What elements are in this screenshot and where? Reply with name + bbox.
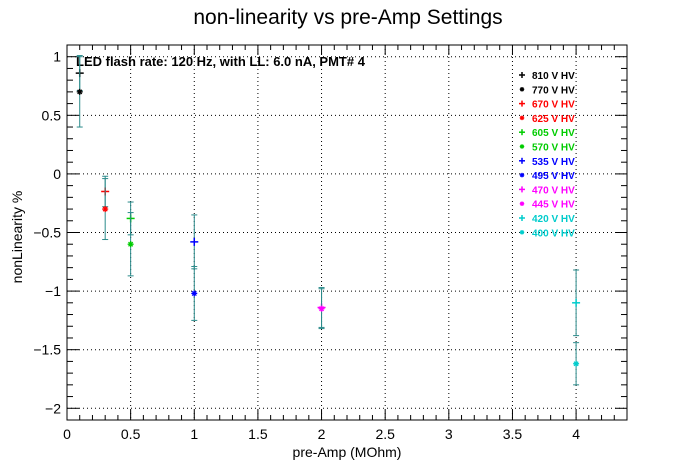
legend-entry: 670 V HV	[519, 100, 575, 111]
legend-marker	[519, 87, 525, 92]
x-tick-label: 4	[572, 426, 580, 442]
legend-marker	[519, 144, 525, 149]
legend-entry: 445 V HV	[519, 200, 575, 211]
legend-label: 570 V HV	[532, 143, 575, 154]
legend-label: 770 V HV	[532, 85, 575, 96]
y-tick-label: 0.5	[42, 107, 62, 123]
data-points	[75, 55, 581, 386]
legend-label: 535 V HV	[532, 157, 575, 168]
legend-entry: 470 V HV	[519, 185, 575, 196]
y-axis-label: nonLinearity %	[9, 191, 25, 284]
data-point	[76, 56, 83, 128]
legend-marker	[519, 100, 525, 107]
legend-label: 445 V HV	[532, 200, 575, 211]
legend-entry: 420 V HV	[519, 214, 575, 225]
legend-marker	[519, 230, 525, 235]
x-axis-label: pre-Amp (MOhm)	[293, 444, 402, 460]
data-point	[191, 265, 198, 321]
x-tick-label: 2	[318, 426, 326, 442]
legend-entry: 570 V HV	[519, 143, 575, 154]
y-tick-label: 0	[53, 166, 61, 182]
grid	[66, 45, 627, 420]
x-tick-label: 2.5	[375, 426, 395, 442]
legend-entry: 605 V HV	[519, 128, 575, 139]
y-tick-label: 1	[53, 49, 61, 65]
legend-entry: 770 V HV	[519, 85, 575, 96]
y-tick-label: −1.5	[33, 342, 61, 358]
legend-marker	[519, 201, 525, 206]
legend-marker	[519, 215, 525, 221]
legend-marker	[519, 129, 525, 136]
data-point	[190, 214, 199, 270]
chart-annotation: LED flash rate: 120 Hz, with LL: 6.0 nA,…	[76, 54, 366, 69]
x-tick-label: 3.5	[503, 426, 523, 442]
data-point	[572, 269, 581, 337]
legend-marker	[519, 157, 525, 164]
x-tick-label: 3	[445, 426, 453, 442]
x-tick-label: 1.5	[248, 426, 268, 442]
legend-label: 495 V HV	[532, 171, 575, 182]
legend-label: 810 V HV	[532, 71, 575, 82]
legend-entry: 495 V HV	[519, 171, 575, 182]
legend-marker	[519, 115, 525, 121]
x-tick-label: 0.5	[121, 426, 141, 442]
chart-title: non-linearity vs pre-Amp Settings	[193, 6, 502, 29]
y-tick-label: −0.5	[33, 225, 61, 241]
legend-label: 400 V HV	[532, 228, 575, 239]
legend-label: 625 V HV	[532, 114, 575, 125]
legend-marker	[519, 172, 525, 178]
legend-label: 470 V HV	[532, 185, 575, 196]
legend-entry: 625 V HV	[519, 114, 575, 125]
x-tick-label: 1	[190, 426, 198, 442]
data-point	[573, 342, 580, 386]
data-point	[102, 178, 109, 241]
data-point	[127, 212, 134, 277]
legend-label: 605 V HV	[532, 128, 575, 139]
legend-marker	[519, 72, 525, 78]
legend-label: 670 V HV	[532, 100, 575, 111]
y-tick-labels: 1 0.5 0 −0.5 −1 −1.5 −2	[33, 49, 61, 417]
legend-label: 420 V HV	[532, 214, 575, 225]
legend-marker	[519, 186, 525, 193]
x-tick-labels: 0 0.5 1 1.5 2 2.5 3 3.5 4	[63, 426, 580, 442]
legend: 810 V HV 770 V HV 670 V HV 625 V HV 605 V HV…	[519, 71, 575, 239]
x-tick-label: 0	[63, 426, 71, 442]
y-tick-label: −1	[45, 283, 61, 299]
legend-entry: 810 V HV	[519, 71, 575, 82]
data-point	[318, 288, 325, 330]
axis-ticks	[66, 44, 628, 421]
y-tick-label: −2	[45, 400, 61, 416]
legend-entry: 400 V HV	[519, 228, 575, 239]
legend-entry: 535 V HV	[519, 157, 575, 168]
